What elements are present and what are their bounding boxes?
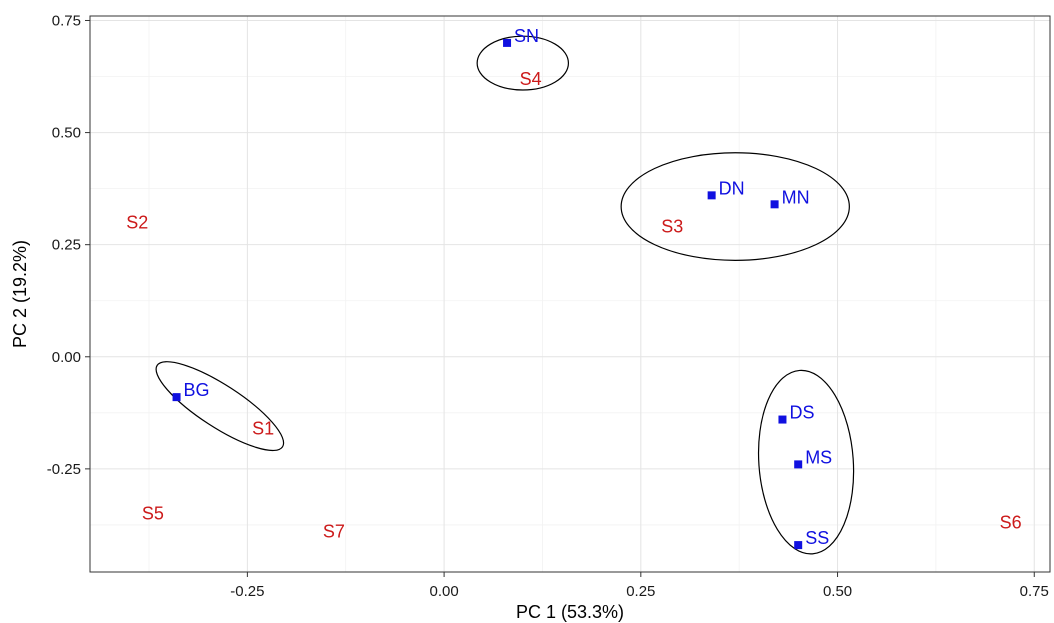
- point-labels: SN DN MN BG DS MS SS S1 S2 S3 S4 S5 S6 S7: [126, 26, 1021, 548]
- x-tick-label: 0.00: [429, 583, 458, 600]
- axis-ticks: [85, 19, 1035, 577]
- point-dn: [707, 191, 716, 200]
- point-bg: [172, 393, 181, 402]
- cluster-ellipse-bg-s1: [155, 361, 285, 452]
- x-tick-labels: -0.25 0.00 0.25 0.50 0.75: [230, 583, 1049, 600]
- point-ds: [778, 415, 787, 424]
- cluster-ellipse-sn-s4: [476, 35, 570, 91]
- point-label-s5: S5: [142, 504, 164, 524]
- point-label-ms: MS: [805, 447, 832, 467]
- point-sn: [503, 38, 512, 47]
- x-tick-label: 0.75: [1020, 583, 1049, 600]
- y-tick-label: 0.50: [52, 125, 81, 142]
- y-tick-label: -0.25: [47, 461, 81, 478]
- grid: [90, 16, 1050, 572]
- point-label-bg: BG: [184, 380, 210, 400]
- ellipses: [155, 35, 855, 555]
- point-ms: [794, 460, 803, 469]
- cluster-ellipse-dn-mn-s3: [620, 152, 850, 261]
- point-ss: [794, 541, 803, 550]
- y-tick-label: 0.75: [52, 12, 81, 29]
- y-axis-title: PC 2 (19.2%): [10, 240, 30, 348]
- point-label-ss: SS: [805, 528, 829, 548]
- x-tick-label: 0.50: [823, 583, 852, 600]
- point-mn: [770, 200, 779, 209]
- y-tick-label: 0.25: [52, 237, 81, 254]
- x-tick-label: -0.25: [230, 583, 264, 600]
- point-label-dn: DN: [719, 178, 745, 198]
- point-label-s7: S7: [323, 522, 345, 542]
- point-label-sn: SN: [514, 26, 539, 46]
- cluster-ellipse-ds-ms-ss: [757, 369, 855, 555]
- point-label-s3: S3: [661, 217, 683, 237]
- point-label-s2: S2: [126, 212, 148, 232]
- x-axis-title: PC 1 (53.3%): [516, 602, 624, 622]
- data-points: [172, 38, 803, 550]
- x-tick-label: 0.25: [626, 583, 655, 600]
- point-label-ds: DS: [789, 403, 814, 423]
- point-label-s4: S4: [520, 69, 542, 89]
- point-label-s1: S1: [252, 419, 274, 439]
- y-tick-labels: -0.25 0.00 0.25 0.50 0.75: [47, 12, 81, 477]
- point-label-mn: MN: [782, 187, 810, 207]
- y-tick-label: 0.00: [52, 349, 81, 366]
- plot-panel-border: [89, 15, 1051, 573]
- point-label-s6: S6: [1000, 513, 1022, 533]
